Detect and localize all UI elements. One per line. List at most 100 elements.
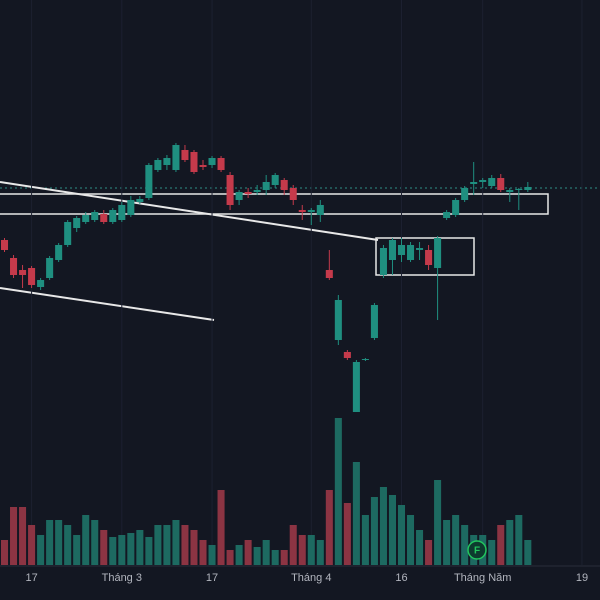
candle-body	[434, 238, 442, 268]
candle-body	[479, 180, 487, 182]
volume-bar	[262, 540, 270, 565]
candle-body	[217, 158, 225, 170]
candle-body	[379, 248, 387, 275]
volume-bar	[118, 535, 126, 565]
candle-body	[46, 258, 54, 278]
volume-bar	[343, 503, 351, 565]
volume-bar	[28, 525, 36, 565]
candle-body	[82, 215, 90, 222]
candle-body	[19, 270, 27, 275]
zone-box	[0, 193, 549, 215]
volume-bar	[91, 520, 99, 565]
candle-body	[0, 240, 9, 250]
volume-bar	[217, 490, 225, 565]
volume-bar	[506, 520, 514, 565]
volume-bar	[334, 418, 342, 565]
volume-bar	[181, 525, 189, 565]
volume-bar	[425, 540, 433, 565]
candle-body	[172, 145, 180, 170]
volume-bar	[289, 525, 297, 565]
candle-body	[181, 150, 189, 160]
candle-body	[10, 258, 18, 275]
candle-body	[361, 359, 369, 360]
candle-body	[289, 188, 297, 200]
candle-body	[325, 270, 333, 278]
candle-body	[154, 160, 162, 170]
volume-bar	[325, 490, 333, 565]
candle-body	[425, 250, 433, 265]
trend-line	[0, 287, 215, 321]
trend-line	[0, 181, 379, 241]
volume-bar	[100, 530, 108, 565]
volume-bar	[136, 530, 144, 565]
candle-body	[407, 245, 415, 260]
candle-body	[352, 362, 360, 412]
volume-bar	[443, 520, 451, 565]
volume-bar	[461, 525, 469, 565]
volume-bar	[10, 507, 18, 565]
volume-bar	[524, 540, 532, 565]
candle-body	[515, 189, 523, 190]
candle-body	[262, 182, 270, 190]
zone-box	[375, 237, 475, 276]
volume-bar	[452, 515, 460, 565]
volume-bar	[163, 525, 171, 565]
volume-bar	[316, 540, 324, 565]
volume-bar	[397, 505, 406, 565]
volume-bar	[73, 535, 81, 565]
candle-body	[226, 175, 234, 205]
volume-bar	[434, 480, 442, 565]
volume-bar	[190, 530, 198, 565]
volume-bar	[64, 525, 72, 565]
candle-body	[452, 200, 460, 215]
volume-bar	[244, 540, 252, 565]
volume-bar	[271, 550, 279, 565]
candle-body	[316, 205, 324, 215]
candle-body	[307, 210, 315, 212]
candle-body	[461, 188, 469, 200]
volume-bar	[370, 497, 378, 565]
volume-bar	[172, 520, 180, 565]
volume-bar	[379, 487, 387, 565]
candle-body	[524, 187, 532, 190]
candle-body	[271, 175, 279, 185]
candle-body	[55, 245, 63, 260]
x-tick-label: 16	[395, 572, 407, 584]
volume-bar	[82, 515, 90, 565]
volume-bar	[226, 550, 234, 565]
volume-bar	[488, 540, 496, 565]
x-tick-label: 17	[206, 572, 218, 584]
candle-body	[37, 280, 45, 287]
candle-body	[397, 245, 406, 255]
candle-body	[208, 158, 216, 165]
volume-bar	[154, 525, 162, 565]
candle-body	[163, 158, 171, 165]
candle-body	[235, 192, 243, 200]
x-tick-label: Tháng 3	[102, 572, 142, 584]
event-icon[interactable]	[467, 540, 487, 560]
x-tick-label: 19	[576, 572, 588, 584]
candle-body	[118, 205, 126, 220]
candle-body	[488, 178, 496, 186]
x-tick-label: Tháng Năm	[454, 572, 511, 584]
x-tick-label: 17	[25, 572, 37, 584]
candle-body	[253, 190, 261, 192]
candle-body	[91, 212, 99, 220]
candle-body	[199, 165, 207, 167]
candle-body	[280, 180, 288, 190]
volume-bar	[199, 540, 207, 565]
volume-bar	[515, 515, 523, 565]
volume-bar	[253, 547, 261, 565]
volume-bar	[497, 525, 505, 565]
candle-body	[64, 222, 72, 245]
candle-body	[127, 200, 135, 215]
volume-bar	[127, 533, 135, 565]
candle-body	[28, 268, 36, 285]
volume-bar	[208, 545, 216, 565]
candle-body	[145, 165, 153, 198]
candle-body	[109, 210, 117, 222]
volume-bar	[407, 515, 415, 565]
volume-bar	[145, 537, 153, 565]
